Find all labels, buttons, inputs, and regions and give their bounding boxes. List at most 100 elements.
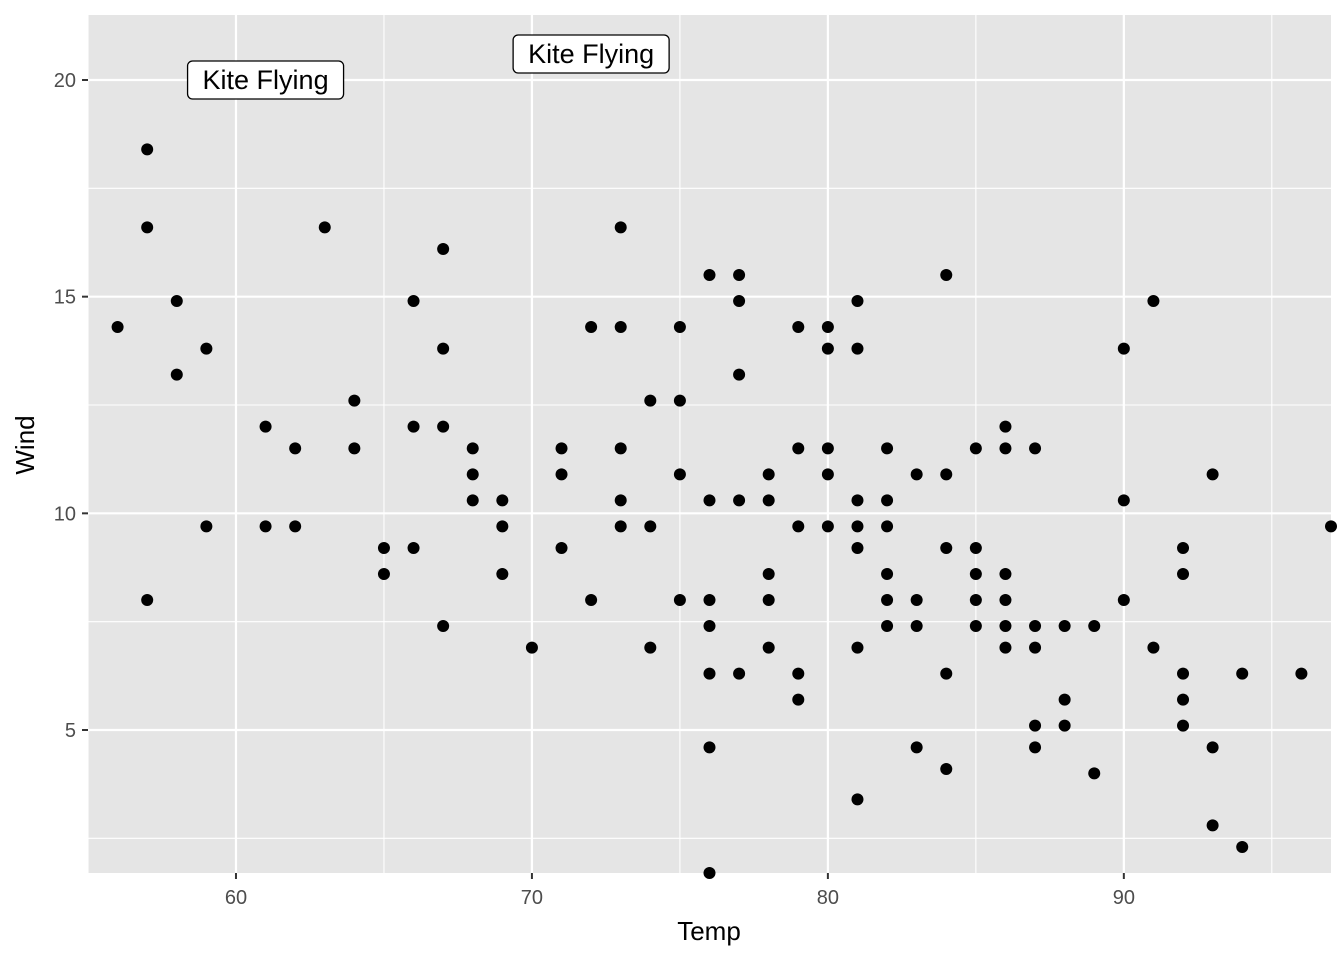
data-point <box>170 368 183 381</box>
data-point <box>377 542 390 554</box>
data-point <box>940 667 953 680</box>
data-point <box>407 295 420 307</box>
data-point <box>585 321 598 333</box>
data-point <box>1088 620 1101 632</box>
data-point <box>614 221 627 234</box>
data-point <box>348 394 361 407</box>
data-point <box>614 520 627 533</box>
data-point <box>1029 641 1042 654</box>
data-point <box>111 321 124 333</box>
data-point <box>851 793 864 806</box>
major-gridlines <box>88 15 1331 873</box>
annotations: Kite Flying Kite Flying <box>186 34 670 100</box>
data-point <box>733 295 746 307</box>
data-point <box>141 221 154 234</box>
data-point <box>999 442 1012 455</box>
data-point <box>1088 767 1101 780</box>
data-point <box>673 321 686 333</box>
data-point <box>762 641 775 654</box>
data-point <box>792 442 805 455</box>
data-point <box>1117 594 1130 606</box>
x-tick-label: 60 <box>225 887 247 909</box>
data-point <box>1325 520 1337 533</box>
data-point <box>1147 641 1160 654</box>
data-point <box>1177 542 1190 554</box>
data-point <box>289 442 302 455</box>
data-point <box>821 321 834 333</box>
data-point <box>821 442 834 455</box>
data-point <box>762 494 775 507</box>
data-point <box>1206 741 1219 754</box>
data-point <box>1029 741 1042 754</box>
y-tick-label: 20 <box>54 70 76 92</box>
data-point <box>851 542 864 554</box>
data-point <box>703 867 716 879</box>
data-point <box>881 568 894 580</box>
data-point <box>1206 468 1219 481</box>
data-point <box>644 641 657 654</box>
annotation-box <box>512 34 670 74</box>
data-point <box>1206 819 1219 832</box>
data-point <box>1117 494 1130 507</box>
data-point <box>703 494 716 507</box>
data-point <box>733 667 746 680</box>
data-point <box>881 620 894 632</box>
data-point <box>496 568 509 580</box>
data-point <box>910 468 923 481</box>
data-point <box>496 494 509 507</box>
data-point <box>940 763 953 775</box>
data-point <box>1117 342 1130 355</box>
data-point <box>466 442 479 455</box>
data-point <box>614 321 627 333</box>
data-point <box>200 342 213 355</box>
data-point <box>703 594 716 606</box>
data-point <box>792 321 805 333</box>
data-point <box>1058 693 1071 706</box>
data-point <box>881 494 894 507</box>
data-point <box>644 520 657 533</box>
data-point <box>821 520 834 533</box>
data-point <box>821 342 834 355</box>
data-point <box>969 542 982 554</box>
y-tick-label: 5 <box>65 720 76 742</box>
data-point <box>496 520 509 533</box>
annotation-label: Kite Flying <box>186 60 345 100</box>
data-point <box>466 468 479 481</box>
annotation-label: Kite Flying <box>512 34 670 74</box>
data-point <box>1236 841 1249 853</box>
data-points <box>111 143 1337 879</box>
data-point <box>437 620 450 632</box>
data-point <box>1295 667 1308 680</box>
data-point <box>910 620 923 632</box>
data-point <box>1177 719 1190 732</box>
data-point <box>259 520 272 533</box>
data-point <box>881 594 894 606</box>
data-point <box>614 442 627 455</box>
data-point <box>999 420 1012 433</box>
data-point <box>792 667 805 680</box>
annotation-text: Kite Flying <box>203 65 329 95</box>
data-point <box>555 468 568 481</box>
data-point <box>940 269 953 281</box>
data-point <box>141 143 154 156</box>
data-point <box>851 295 864 307</box>
x-axis-title: Temp <box>677 916 741 946</box>
data-point <box>1029 442 1042 455</box>
annotation-box <box>186 60 345 100</box>
data-point <box>1058 620 1071 632</box>
data-point <box>999 594 1012 606</box>
data-point <box>673 394 686 407</box>
data-point <box>407 542 420 554</box>
data-point <box>200 520 213 533</box>
data-point <box>703 620 716 632</box>
data-point <box>851 342 864 355</box>
data-point <box>703 667 716 680</box>
data-point <box>289 520 302 533</box>
data-point <box>673 594 686 606</box>
data-point <box>703 269 716 281</box>
data-point <box>1058 719 1071 732</box>
data-point <box>437 243 450 255</box>
data-point <box>437 342 450 355</box>
data-point <box>762 468 775 481</box>
